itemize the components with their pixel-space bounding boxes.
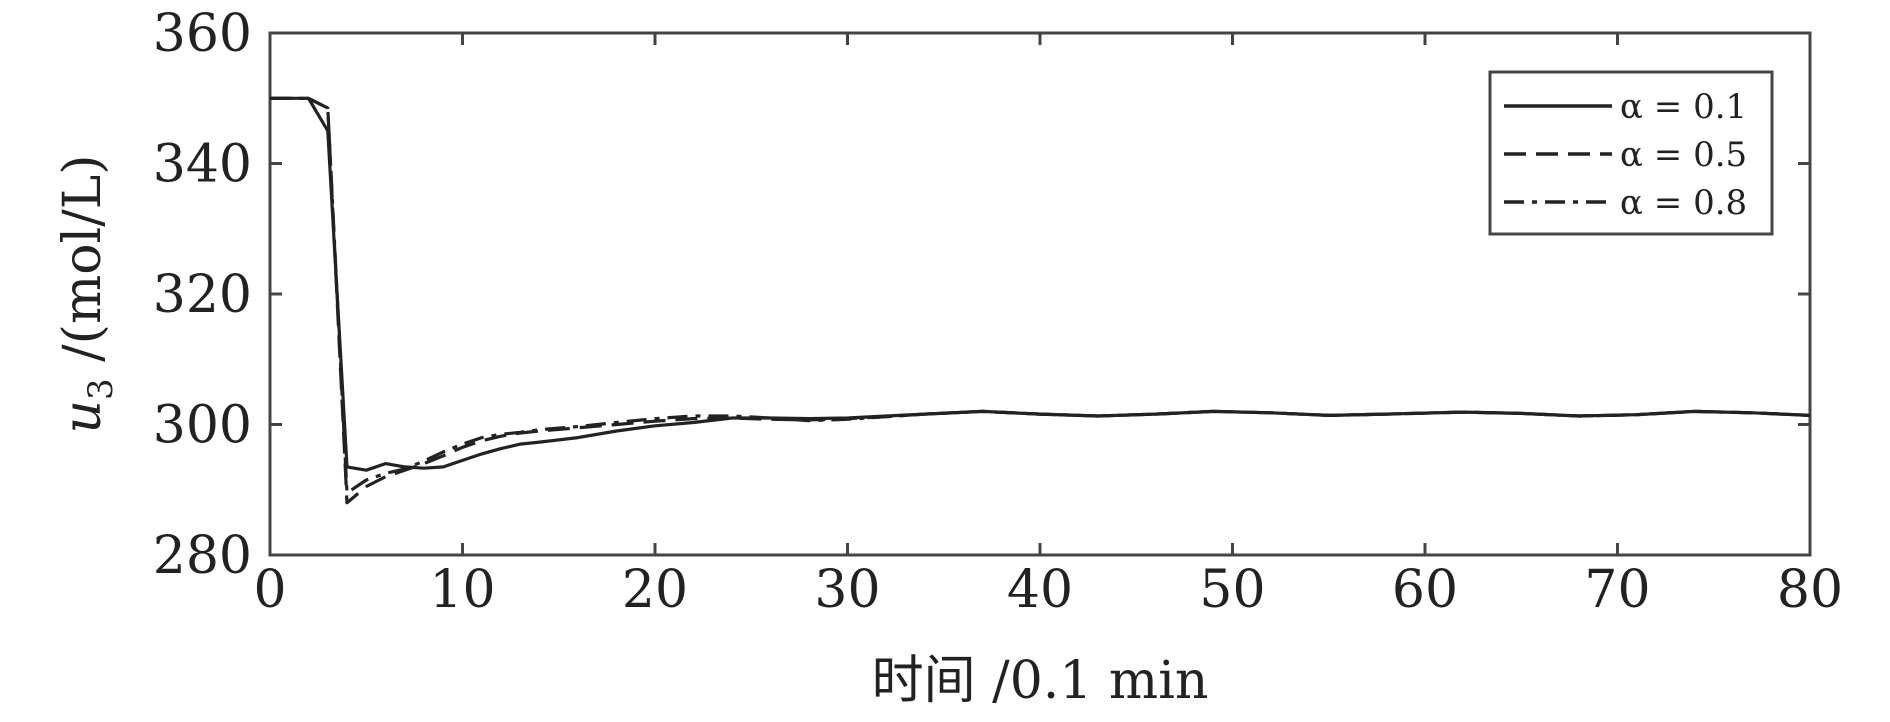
legend-label-alpha-0-5: α = 0.5 bbox=[1620, 135, 1747, 175]
x-tick-label: 10 bbox=[429, 560, 495, 620]
y-tick-label: 320 bbox=[153, 265, 252, 325]
y-tick-label: 280 bbox=[153, 526, 252, 586]
legend: α = 0.1 α = 0.5 α = 0.8 bbox=[1488, 70, 1774, 236]
x-tick-label: 40 bbox=[1007, 560, 1073, 620]
x-tick-label: 20 bbox=[622, 560, 688, 620]
y-tick-label: 360 bbox=[153, 4, 252, 64]
x-tick-label: 70 bbox=[1584, 560, 1650, 620]
y-tick-label: 300 bbox=[153, 396, 252, 456]
x-tick-label: 80 bbox=[1777, 560, 1843, 620]
x-tick-label: 0 bbox=[253, 560, 286, 620]
y-axis-subscript: 3 bbox=[81, 378, 121, 400]
y-axis-variable: u bbox=[53, 400, 113, 434]
series-line-dashdot bbox=[270, 96, 1811, 495]
tick-labels: 0 10 20 30 40 50 60 70 80 280 300 320 340 360 bbox=[153, 4, 1843, 620]
x-axis-label: 时间 /0.1 min bbox=[872, 651, 1209, 711]
legend-label-alpha-0-1: α = 0.1 bbox=[1620, 87, 1747, 127]
series-line-dashed bbox=[270, 96, 1811, 505]
y-axis-unit: /(mol/L) bbox=[53, 154, 113, 378]
series-lines bbox=[270, 96, 1811, 505]
x-tick-label: 50 bbox=[1199, 560, 1265, 620]
legend-label-alpha-0-8: α = 0.8 bbox=[1620, 183, 1747, 223]
y-axis-label: u3 /(mol/L) bbox=[53, 154, 121, 433]
y-tick-label: 340 bbox=[153, 135, 252, 195]
axis-ticks bbox=[268, 31, 1812, 557]
x-tick-label: 60 bbox=[1392, 560, 1458, 620]
x-tick-label: 30 bbox=[814, 560, 880, 620]
